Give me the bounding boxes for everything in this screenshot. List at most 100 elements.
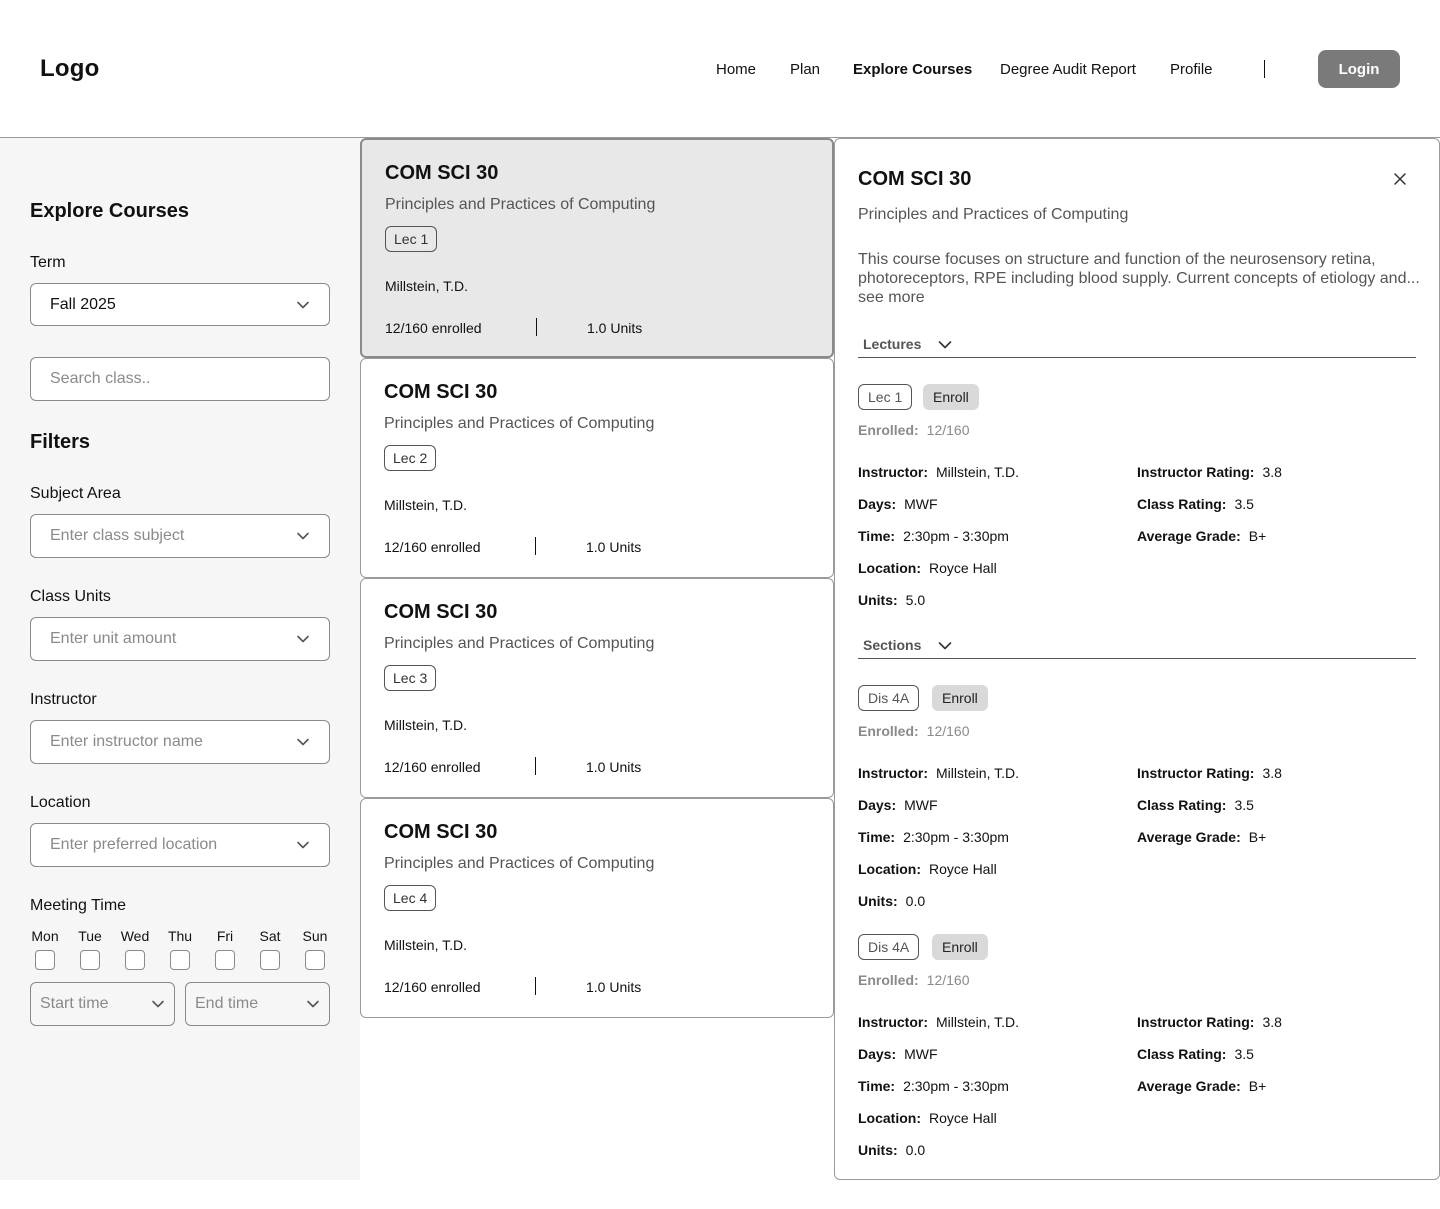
course-name: Principles and Practices of Computing [385,196,656,213]
end-time-select[interactable]: End time [185,982,330,1026]
day-checkbox-sun[interactable] [305,950,325,970]
course-card[interactable]: COM SCI 30 Principles and Practices of C… [360,138,834,358]
course-enrollment: 12/160 enrolled [384,979,481,995]
class-rating-value: 3.5 [1234,496,1254,512]
lecture-tag: Lec 3 [384,665,437,691]
class-rating-value: 3.5 [1234,797,1254,813]
start-time-select[interactable]: Start time [30,982,175,1026]
average-grade-label: Average Grade: [1137,829,1241,845]
location-label: Location: [858,861,921,877]
close-icon[interactable] [1392,171,1408,187]
lectures-toggle[interactable]: Lectures [858,336,1416,358]
logo[interactable]: Logo [40,55,100,82]
instructor-rating-label: Instructor Rating: [1137,1014,1255,1030]
instructor-select[interactable]: Enter instructor name [30,720,330,764]
enrolled-label: Enrolled: [858,723,919,739]
course-card[interactable]: COM SCI 30 Principles and Practices of C… [360,358,834,578]
day-label-wed: Wed [120,928,150,944]
average-grade-value: B+ [1248,1078,1267,1094]
time-info: Time: 2:30pm - 3:30pm [858,1078,1009,1094]
instructor-label: Instructor: [858,1014,928,1030]
nav-degree-audit-report[interactable]: Degree Audit Report [1000,61,1136,78]
course-detail-panel: COM SCI 30 Principles and Practices of C… [834,138,1440,1180]
location-info: Location: Royce Hall [858,861,997,877]
day-label-tue: Tue [78,928,102,944]
chevron-down-icon [297,635,309,643]
enroll-button[interactable]: Enroll [932,685,988,711]
instructor-info: Instructor: Millstein, T.D. [858,765,1019,781]
sections-label: Sections [863,637,922,653]
course-code: COM SCI 30 [384,821,498,843]
instructor-rating-label: Instructor Rating: [1137,464,1255,480]
course-instructor: Millstein, T.D. [384,717,467,733]
section-tag: Dis 4A [858,685,920,711]
location-select[interactable]: Enter preferred location [30,823,330,867]
sidebar-title: Explore Courses [30,200,189,222]
lecture-tag: Lec 1 [385,226,438,252]
course-card[interactable]: COM SCI 30 Principles and Practices of C… [360,798,834,1018]
term-select[interactable]: Fall 2025 [30,283,330,326]
chevron-down-icon [297,738,309,746]
start-time-placeholder: Start time [40,995,109,1012]
instructor-label: Instructor: [858,464,928,480]
instructor-label: Instructor [30,691,97,708]
search-placeholder: Search class.. [50,370,151,387]
day-checkbox-wed[interactable] [125,950,145,970]
day-checkbox-fri[interactable] [215,950,235,970]
see-more-link[interactable]: see more [858,289,925,306]
nav-profile[interactable]: Profile [1170,61,1213,78]
search-input[interactable]: Search class.. [30,357,330,401]
enrolled-count: Enrolled: 12/160 [858,422,970,438]
course-units: 1.0 Units [587,320,643,336]
nav-plan[interactable]: Plan [790,61,821,78]
day-checkbox-tue[interactable] [80,950,100,970]
day-label-sun: Sun [302,928,328,944]
time-label: Time: [858,528,896,544]
days-info: Days: MWF [858,496,938,512]
instructor-rating-value: 3.8 [1262,1014,1282,1030]
chevron-down-icon [152,1000,164,1008]
class-units-placeholder: Enter unit amount [50,630,177,647]
divider [535,537,536,555]
day-checkbox-thu[interactable] [170,950,190,970]
location-value: Royce Hall [929,861,997,877]
nav-home[interactable]: Home [716,61,757,78]
term-label: Term [30,254,66,271]
description-text: This course focuses on structure and fun… [858,251,1420,287]
class-units-select[interactable]: Enter unit amount [30,617,330,661]
enrolled-value: 12/160 [926,422,970,438]
average-grade-label: Average Grade: [1137,1078,1241,1094]
day-label-fri: Fri [216,928,234,944]
term-value: Fall 2025 [50,295,116,313]
days-info: Days: MWF [858,1046,938,1062]
location-info: Location: Royce Hall [858,560,997,576]
enrolled-count: Enrolled: 12/160 [858,723,970,739]
days-label: Days: [858,797,897,813]
end-time-placeholder: End time [195,995,259,1012]
enroll-button[interactable]: Enroll [923,384,979,410]
subject-area-label: Subject Area [30,485,121,502]
nav-explore-courses[interactable]: Explore Courses [853,61,973,78]
day-checkbox-sat[interactable] [260,950,280,970]
location-label: Location [30,794,91,811]
subject-area-select[interactable]: Enter class subject [30,514,330,558]
course-code: COM SCI 30 [385,162,499,184]
enrolled-label: Enrolled: [858,972,919,988]
average-grade-value: B+ [1248,528,1267,544]
enroll-button[interactable]: Enroll [932,934,988,960]
average-grade-info: Average Grade: B+ [1137,829,1266,845]
units-info: Units: 0.0 [858,893,925,909]
enrolled-count: Enrolled: 12/160 [858,972,970,988]
day-checkbox-mon[interactable] [35,950,55,970]
course-code: COM SCI 30 [384,601,498,623]
course-name: Principles and Practices of Computing [384,855,655,872]
course-code: COM SCI 30 [384,381,498,403]
location-value: Royce Hall [929,1110,997,1126]
top-header: Logo Home Plan Explore Courses Degree Au… [0,0,1440,138]
instructor-rating-label: Instructor Rating: [1137,765,1255,781]
instructor-rating-info: Instructor Rating: 3.8 [1137,464,1282,480]
time-label: Time: [858,829,896,845]
login-button[interactable]: Login [1318,50,1400,88]
course-card[interactable]: COM SCI 30 Principles and Practices of C… [360,578,834,798]
sections-toggle[interactable]: Sections [858,637,1416,659]
